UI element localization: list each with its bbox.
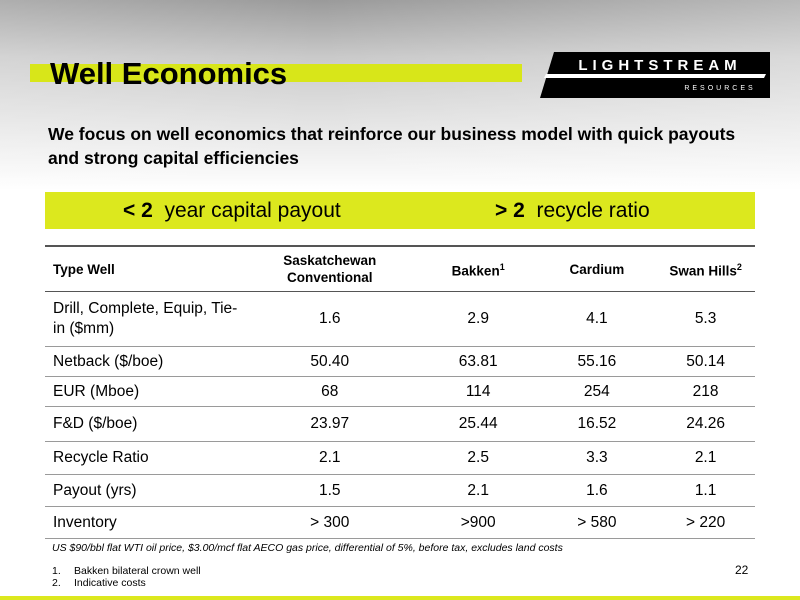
table-row: F&D ($/boe) 23.97 25.44 16.52 24.26 — [45, 406, 755, 442]
cell: 1.1 — [656, 474, 755, 507]
cell: 1.6 — [240, 291, 419, 347]
column-header: Saskatchewan Conventional — [240, 245, 419, 292]
table-row: Drill, Complete, Equip, Tie-in ($mm) 1.6 2… — [45, 291, 755, 347]
cell: 2.1 — [656, 441, 755, 475]
logo: LIGHTSTREAM RESOURCES — [540, 52, 770, 98]
economics-table: Type Well Saskatchewan Conventional Bakken… — [45, 245, 755, 539]
bottom-line — [0, 596, 800, 600]
column-header-text: Swan Hills — [669, 263, 737, 279]
cell: 23.97 — [240, 406, 419, 442]
cell: 5.3 — [656, 291, 755, 347]
logo-stripe — [544, 74, 766, 78]
highlight-text: recycle ratio — [536, 199, 650, 222]
cell: >900 — [418, 506, 538, 539]
row-label: F&D ($/boe) — [45, 406, 241, 442]
highlight-lead: > 2 — [495, 199, 525, 222]
highlight: < 2 year capital payout — [123, 199, 341, 223]
cell: 68 — [240, 376, 419, 407]
table-row: Netback ($/boe) 50.40 63.81 55.16 50.14 — [45, 346, 755, 377]
header-row: Type Well Saskatchewan Conventional Bakken… — [45, 245, 755, 292]
row-label: Payout (yrs) — [45, 474, 241, 507]
cell: > 300 — [240, 506, 419, 539]
column-header-text: Saskatchewan Conventional — [283, 253, 377, 285]
footnote-ref: 1 — [499, 261, 505, 272]
cell: 114 — [418, 376, 538, 407]
cell: 4.1 — [537, 291, 657, 347]
cell: 16.52 — [537, 406, 657, 442]
cell: 55.16 — [537, 346, 657, 377]
row-label: Recycle Ratio — [45, 441, 241, 475]
footnote-ref: 2 — [736, 261, 742, 272]
footnote-text: Indicative costs — [74, 577, 146, 589]
cell: 2.9 — [418, 291, 538, 347]
row-label: Inventory — [45, 506, 241, 539]
highlight-text: year capital payout — [164, 199, 341, 222]
cell: 1.6 — [537, 474, 657, 507]
logo-tagline: RESOURCES — [684, 85, 755, 92]
page-number: 22 — [735, 563, 749, 577]
cell: 218 — [656, 376, 755, 407]
footnotes: 1. Bakken bilateral crown well 2. Indicativ… — [52, 565, 201, 589]
cell: 63.81 — [418, 346, 538, 377]
footnote: 1. Bakken bilateral crown well — [52, 565, 201, 577]
row-label: Netback ($/boe) — [45, 346, 241, 377]
title-bar — [30, 64, 522, 82]
cell: 2.1 — [240, 441, 419, 475]
cell: 24.26 — [656, 406, 755, 442]
cell: > 220 — [656, 506, 755, 539]
subtitle: We focus on well economics that reinforc… — [48, 124, 736, 168]
table-row: Payout (yrs) 1.5 2.1 1.6 1.1 — [45, 474, 755, 507]
cell: 254 — [537, 376, 657, 407]
highlight-lead: < 2 — [123, 199, 153, 222]
cell: 50.40 — [240, 346, 419, 377]
cell: > 580 — [537, 506, 657, 539]
footnote: 2. Indicative costs — [52, 577, 201, 589]
cell: 2.1 — [418, 474, 538, 507]
column-header-text: Type Well — [53, 261, 115, 277]
column-header: Cardium — [537, 245, 657, 292]
column-header-text: Cardium — [569, 261, 625, 277]
cell: 25.44 — [418, 406, 538, 442]
cell: 50.14 — [656, 346, 755, 377]
footnote-number: 2. — [52, 577, 61, 589]
title: Well Economics — [50, 56, 288, 91]
column-header: Bakken1 — [418, 245, 538, 292]
row-label: EUR (Mboe) — [45, 376, 241, 407]
table-row: EUR (Mboe) 68 114 254 218 — [45, 376, 755, 407]
table-row: Inventory > 300 >900 > 580 > 220 — [45, 506, 755, 539]
cell: 3.3 — [537, 441, 657, 475]
footnote-text: Bakken bilateral crown well — [74, 565, 201, 577]
highlight-banner — [45, 192, 755, 229]
column-header: Type Well — [45, 245, 241, 292]
column-header: Swan Hills2 — [656, 245, 755, 292]
cell: 2.5 — [418, 441, 538, 475]
logo-name: LIGHTSTREAM — [578, 57, 741, 74]
table-row: Recycle Ratio 2.1 2.5 3.3 2.1 — [45, 441, 755, 475]
cell: 1.5 — [240, 474, 419, 507]
basis-note: US $90/bbl flat WTI oil price, $3.00/mcf… — [52, 542, 563, 554]
highlight: > 2 recycle ratio — [495, 199, 650, 223]
footnote-number: 1. — [52, 565, 61, 577]
column-header-text: Bakken — [451, 263, 500, 279]
row-label: Drill, Complete, Equip, Tie-in ($mm) — [45, 291, 241, 347]
